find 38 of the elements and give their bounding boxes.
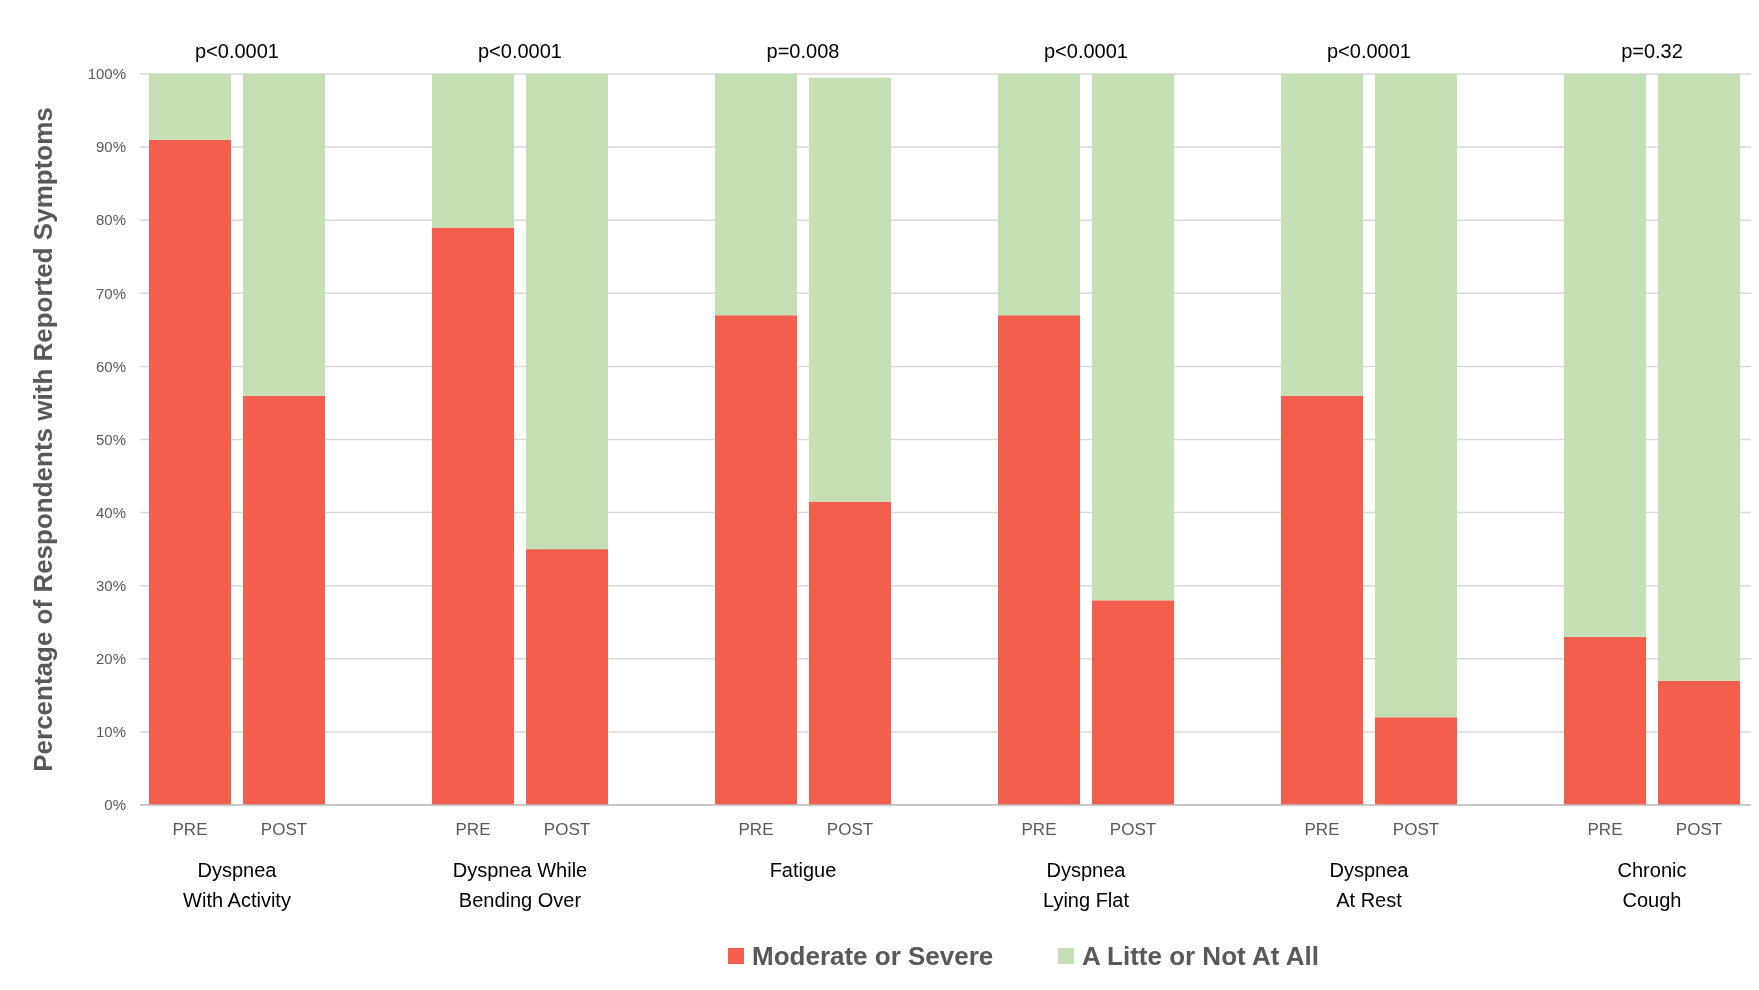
x-tick-label: PRE (1021, 820, 1057, 839)
y-tick-label: 90% (95, 138, 126, 156)
x-tick-label: POST (543, 820, 591, 839)
y-tick-label: 10% (95, 723, 126, 741)
text: p=0.32 (1621, 40, 1683, 62)
y-axis-title: Percentage of Respondents with Reported Symptoms (28, 107, 58, 772)
x-tick-label: PRE (1304, 820, 1340, 839)
x-tick-label: POST (826, 820, 874, 839)
y-tick-label: 50% (95, 430, 126, 448)
x-tick-label: PRE (1587, 820, 1623, 839)
text: Fatigue (769, 859, 837, 881)
y-tick-label: 80% (95, 211, 126, 229)
text: p<0.0001 (195, 40, 279, 62)
text: Dyspnea While Bending Over (452, 859, 588, 911)
y-tick-label: 70% (95, 284, 126, 302)
x-tick-label: POST (1109, 820, 1157, 839)
text: Dyspnea With Activity (183, 859, 291, 911)
legend-label: Moderate or Severe (752, 941, 994, 972)
y-tick-label: 30% (95, 576, 126, 594)
text: p<0.0001 (478, 40, 562, 62)
x-tick-label: POST (1392, 820, 1440, 839)
y-tick-label: 40% (95, 503, 126, 521)
text: p<0.0001 (1044, 40, 1128, 62)
x-tick-label: PRE (455, 820, 491, 839)
legend-label: A Litte or Not At All (1082, 941, 1319, 972)
x-tick-label: POST (260, 820, 308, 839)
y-tick-label: 60% (95, 357, 126, 375)
y-tick-label: 100% (87, 65, 126, 83)
text: p<0.0001 (1327, 40, 1411, 62)
x-tick-label: PRE (172, 820, 208, 839)
text: Chronic Cough (1617, 859, 1687, 911)
text: p=0.008 (766, 40, 840, 62)
y-tick-label: 20% (95, 650, 126, 668)
text: Dyspnea Lying Flat (1043, 859, 1130, 911)
text: Dyspnea At Rest (1329, 859, 1410, 911)
x-tick-label: POST (1675, 820, 1723, 839)
x-tick-label: PRE (738, 820, 774, 839)
y-tick-label: 0% (104, 796, 126, 814)
